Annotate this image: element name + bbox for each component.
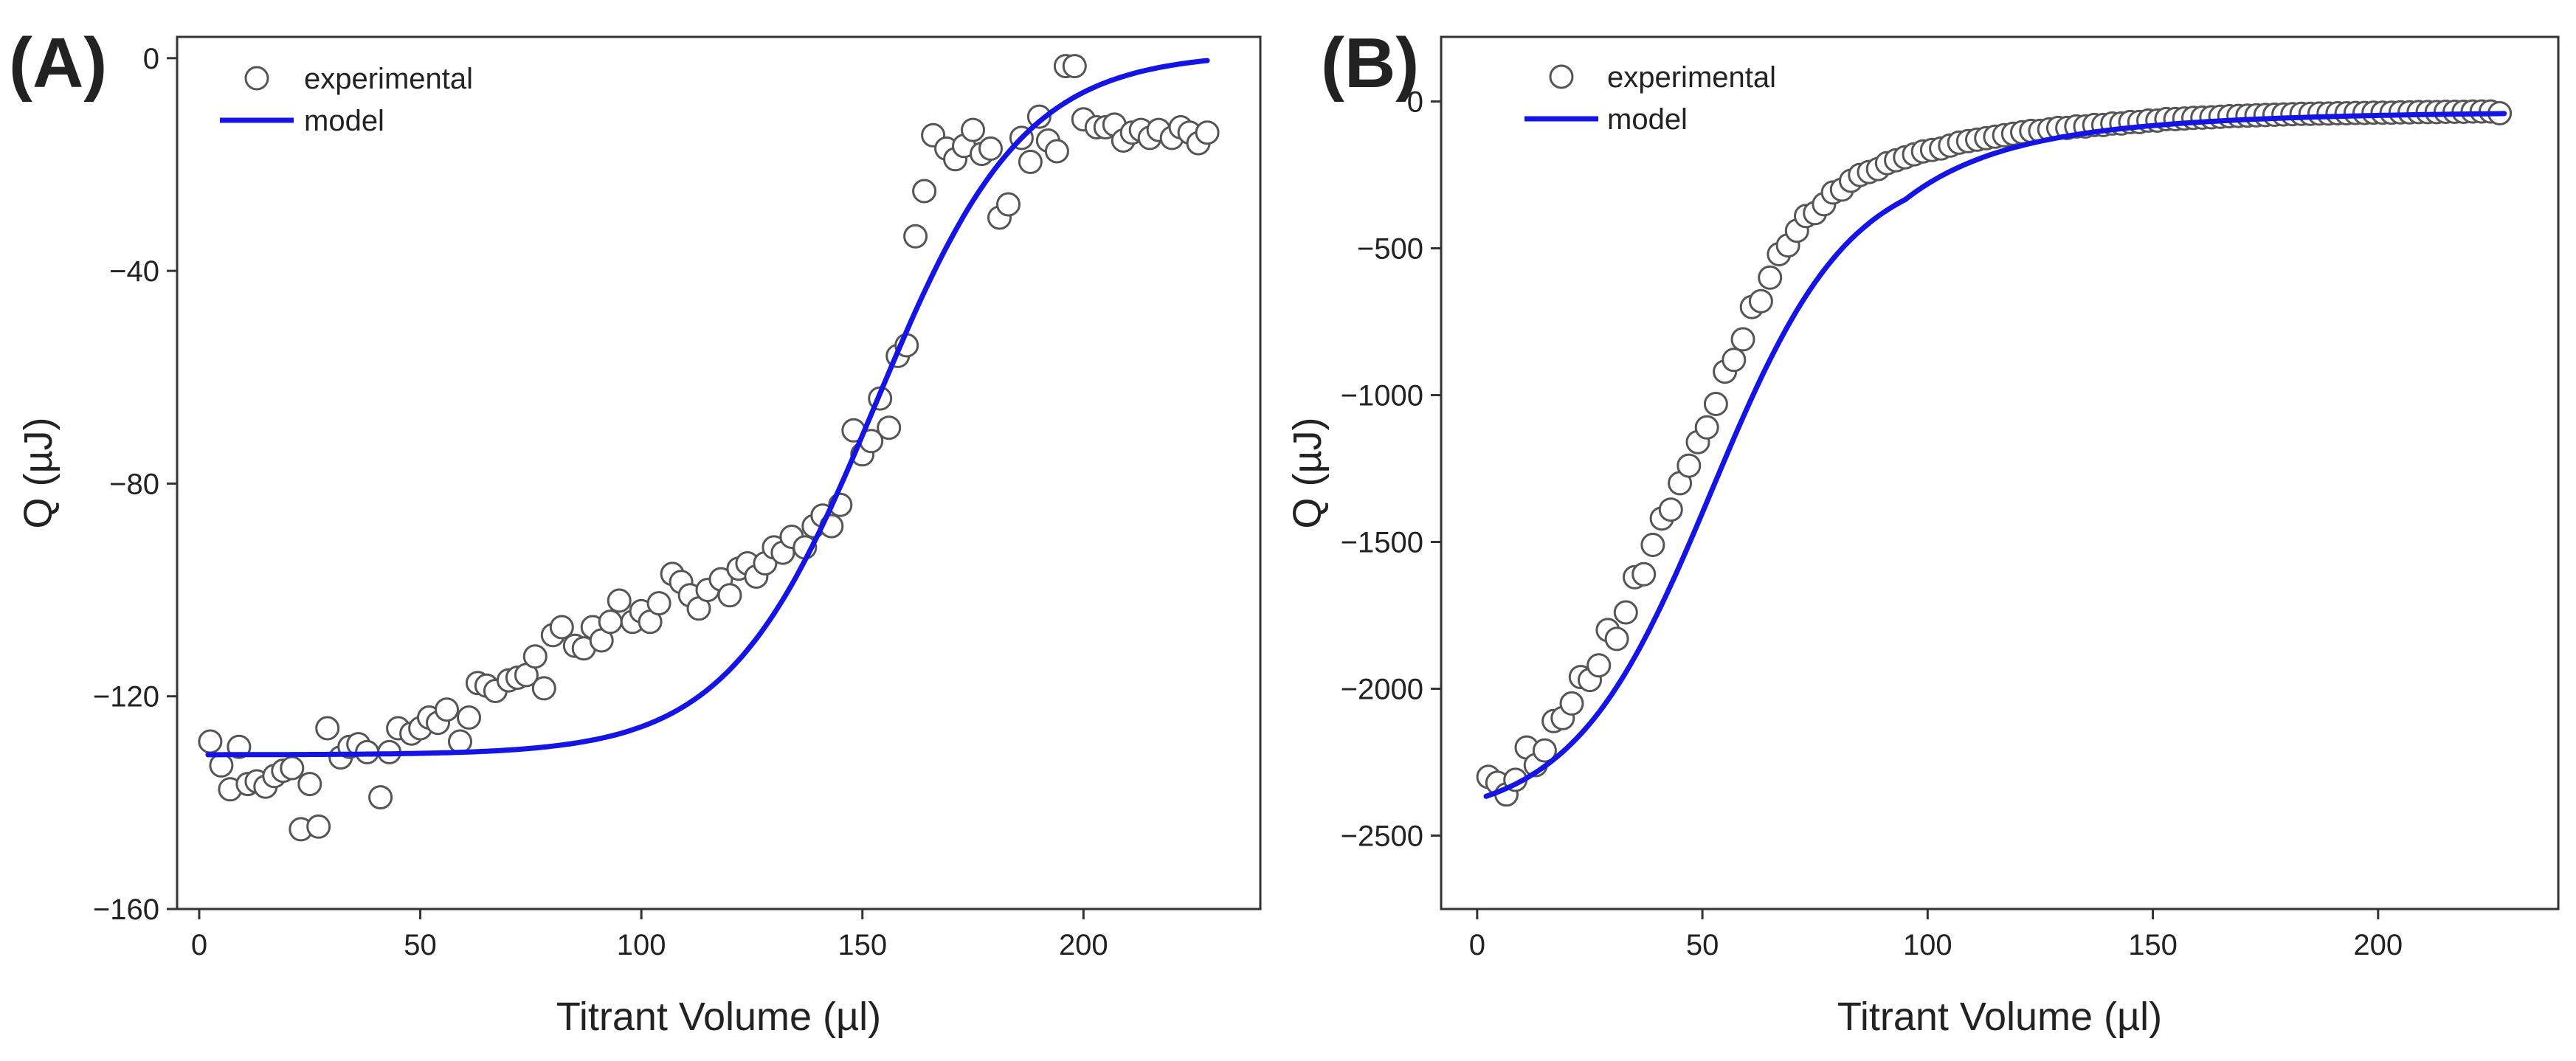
panel-b-legend: experimental model: [1524, 61, 1776, 136]
panel-a-experimental-point: [1195, 120, 1220, 145]
panel-b-plot-frame: [1440, 35, 2560, 910]
panel-a-experimental-point: [1044, 139, 1069, 164]
panel-b-y-tick-label: 0: [1407, 86, 1423, 119]
panel-a-experimental-point: [368, 785, 393, 810]
panel-a-x-tick-label: 100: [617, 929, 666, 961]
panel-a-x-tick-label: 50: [404, 929, 437, 961]
panel-b: (B) 0 50 100 150 200 0 −500 −1000 −1500 −2000 −250…: [1285, 24, 2560, 1039]
panel-a-y-tick-label: −40: [109, 255, 159, 288]
panel-a-y-axis-title: Q (µJ): [16, 417, 61, 528]
panel-a-experimental-point: [531, 676, 556, 701]
panel-b-y-axis-title: Q (µJ): [1285, 417, 1330, 528]
panel-b-legend-marker-experimental: [1549, 64, 1574, 89]
panel-a-legend: experimental model: [220, 63, 473, 137]
panel-a-y-tick-label: −120: [93, 681, 159, 713]
panel-a-points: [198, 54, 1220, 842]
panel-b-experimental-point: [1694, 415, 1719, 440]
panel-b-x-tick-label: 150: [2128, 929, 2178, 961]
panel-b-experimental-point: [1748, 288, 1773, 314]
panel-a-experimental-point: [961, 117, 985, 142]
panel-b-experimental-point: [1631, 561, 1657, 587]
panel-b-experimental-point: [1730, 327, 1755, 352]
panel-b-experimental-point: [1758, 265, 1783, 290]
panel-a-x-tick-label: 150: [838, 929, 887, 961]
panel-a-experimental-point: [717, 583, 742, 608]
panel-a-experimental-point: [209, 753, 234, 778]
panel-b-x-tick-label: 0: [1469, 929, 1485, 961]
panel-b-experimental-point: [1604, 626, 1629, 652]
panel-a-experimental-point: [280, 756, 305, 781]
panel-a-y-tick-label: −80: [109, 468, 159, 500]
panel-a-experimental-point: [912, 179, 937, 204]
panel-a-x-tick-label: 0: [191, 929, 207, 961]
panel-b-experimental-point: [1640, 533, 1665, 557]
panel-a-model-line: [205, 58, 1210, 758]
panel-b-y-tick-label: −2500: [1341, 820, 1423, 853]
panel-a-y-tick-label: −160: [93, 894, 159, 926]
panel-a-legend-marker-experimental: [244, 66, 269, 91]
panel-a-x-tick-label: 200: [1059, 929, 1108, 961]
panel-a-experimental-point: [435, 697, 459, 722]
panel-a-experimental-point: [607, 588, 632, 613]
panel-a-plot-frame: [176, 35, 1262, 910]
panel-a-experimental-point: [297, 772, 322, 797]
panel-b-label: (B): [1321, 24, 1419, 103]
panel-a-legend-label-model: model: [304, 105, 384, 137]
panel-a-experimental-point: [549, 615, 574, 640]
panel-a-experimental-point: [903, 224, 928, 249]
panel-b-x-tick-label: 200: [2353, 929, 2403, 961]
panel-b-legend-label-experimental: experimental: [1607, 61, 1776, 94]
panel-a-experimental-point: [978, 136, 1003, 161]
panel-b-experimental-point: [1586, 653, 1612, 678]
panel-b-experimental-point: [1658, 497, 1683, 522]
panel-a-experimental-point: [598, 609, 623, 635]
panel-a-experimental-point: [448, 729, 472, 754]
panel-a-y-tick-label: 0: [143, 43, 159, 75]
panel-b-experimental-point: [1677, 453, 1702, 478]
panel-a-experimental-point: [457, 705, 481, 730]
panel-b-experimental-point: [1532, 738, 1557, 763]
panel-b-experimental-point: [1703, 392, 1728, 416]
panel-b-experimental-point: [1722, 348, 1747, 373]
panel-b-legend-label-model: model: [1607, 103, 1688, 136]
panel-a-experimental-point: [306, 814, 331, 839]
panel-a-experimental-point: [315, 716, 340, 741]
panel-a-experimental-point: [1026, 104, 1052, 129]
panel-a-experimental-point: [198, 729, 223, 754]
panel-a-experimental-point: [1062, 54, 1087, 79]
panel-a-experimental-point: [522, 644, 548, 669]
panel-b-y-tick-label: −2000: [1341, 674, 1423, 706]
panel-a-x-axis-title: Titrant Volume (µl): [556, 995, 881, 1039]
panel-a-experimental-point: [1018, 149, 1043, 174]
panel-b-experimental-point: [1613, 600, 1638, 625]
panel-b-y-tick-label: −500: [1357, 233, 1423, 266]
panel-a-experimental-point: [646, 591, 671, 616]
panel-a-experimental-point: [877, 415, 902, 440]
panel-b-x-axis-title: Titrant Volume (µl): [1837, 995, 2162, 1039]
panel-a-legend-label-experimental: experimental: [304, 63, 473, 95]
panel-b-y-tick-label: −1000: [1341, 380, 1423, 412]
panel-a: (A) 0 50 100 150 200 0 −40 −80 −120 −160 experime…: [9, 24, 1262, 1039]
panel-b-y-tick-label: −1500: [1341, 527, 1423, 559]
panel-b-experimental-point: [1559, 691, 1584, 716]
panel-a-label: (A): [9, 24, 107, 103]
panel-b-points: [1476, 99, 2513, 807]
panel-a-experimental-point: [996, 192, 1021, 217]
panel-b-x-tick-label: 50: [1686, 929, 1719, 961]
panel-b-ticks: 0 50 100 150 200 0 −500 −1000 −1500 −2000 −2500: [1341, 86, 2403, 961]
panel-b-x-tick-label: 100: [1903, 929, 1952, 961]
panel-b-model-line: [1483, 111, 2507, 799]
panel-a-ticks: 0 50 100 150 200 0 −40 −80 −120 −160: [93, 43, 1108, 961]
